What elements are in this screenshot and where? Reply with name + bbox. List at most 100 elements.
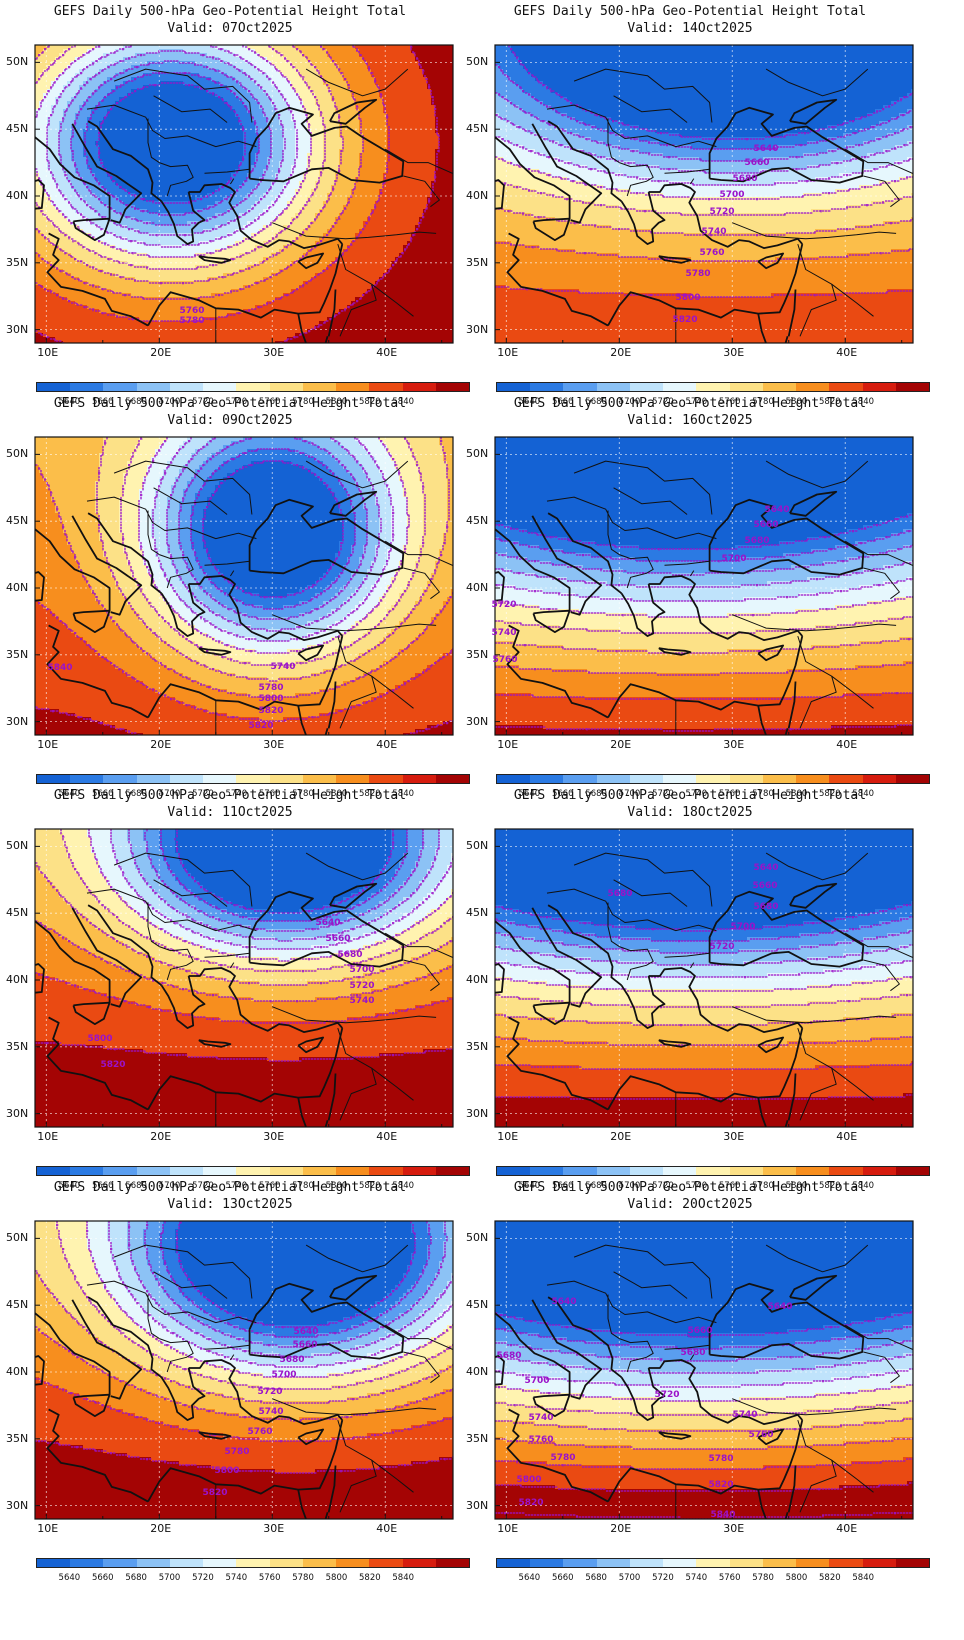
- height-cell: [271, 149, 276, 154]
- height-cell: [43, 201, 48, 206]
- height-cell: [443, 113, 448, 118]
- height-cell: [311, 101, 316, 106]
- height-cell: [199, 93, 204, 98]
- height-cell: [403, 129, 408, 134]
- height-cell: [447, 137, 452, 142]
- height-cell: [343, 117, 348, 122]
- height-cell: [111, 129, 116, 134]
- height-cell: [235, 181, 240, 186]
- height-cell: [207, 145, 212, 150]
- height-cell: [419, 225, 424, 230]
- height-cell: [315, 145, 320, 150]
- height-cell: [127, 101, 132, 106]
- height-cell: [363, 73, 368, 78]
- height-cell: [119, 53, 124, 58]
- height-cell: [195, 97, 200, 102]
- height-cell: [131, 213, 136, 218]
- height-cell: [431, 89, 436, 94]
- height-cell: [231, 97, 236, 102]
- height-cell: [311, 109, 316, 114]
- height-cell: [195, 165, 200, 170]
- height-cell: [75, 81, 80, 86]
- height-cell: [331, 153, 336, 158]
- height-cell: [403, 49, 408, 54]
- height-cell: [235, 129, 240, 134]
- height-cell: [111, 157, 116, 162]
- height-cell: [111, 81, 116, 86]
- height-cell: [87, 173, 92, 178]
- height-cell: [287, 117, 292, 122]
- height-cell: [227, 81, 232, 86]
- height-cell: [283, 85, 288, 90]
- height-cell: [239, 109, 244, 114]
- height-cell: [283, 217, 288, 222]
- height-cell: [331, 65, 336, 70]
- height-cell: [123, 89, 128, 94]
- height-cell: [67, 197, 72, 202]
- height-cell: [395, 185, 400, 190]
- height-cell: [99, 137, 104, 142]
- height-cell: [63, 205, 68, 210]
- height-cell: [103, 57, 108, 62]
- height-cell: [447, 173, 452, 178]
- height-cell: [187, 153, 192, 158]
- height-cell: [287, 149, 292, 154]
- height-cell: [127, 209, 132, 214]
- height-cell: [407, 161, 412, 166]
- height-cell: [223, 69, 228, 74]
- height-cell: [139, 149, 144, 154]
- height-cell: [259, 113, 264, 118]
- height-cell: [51, 185, 56, 190]
- height-cell: [199, 233, 204, 238]
- height-cell: [291, 137, 296, 142]
- height-cell: [343, 221, 348, 226]
- height-cell: [447, 69, 452, 74]
- height-cell: [219, 153, 224, 158]
- height-cell: [327, 113, 332, 118]
- height-cell: [287, 161, 292, 166]
- height-cell: [335, 49, 340, 54]
- height-cell: [211, 129, 216, 134]
- height-cell: [87, 225, 92, 230]
- height-cell: [187, 105, 192, 110]
- height-cell: [227, 137, 232, 142]
- height-cell: [251, 173, 256, 178]
- height-cell: [379, 165, 384, 170]
- height-cell: [207, 113, 212, 118]
- height-cell: [287, 169, 292, 174]
- height-cell: [287, 189, 292, 194]
- height-cell: [139, 77, 144, 82]
- height-cell: [311, 105, 316, 110]
- height-cell: [387, 93, 392, 98]
- height-cell: [375, 129, 380, 134]
- height-cell: [343, 145, 348, 150]
- height-cell: [271, 225, 276, 230]
- height-cell: [67, 117, 72, 122]
- height-cell: [323, 229, 328, 234]
- height-cell: [243, 205, 248, 210]
- height-cell: [375, 53, 380, 58]
- height-cell: [255, 73, 260, 78]
- height-cell: [271, 213, 276, 218]
- height-cell: [443, 193, 448, 198]
- height-cell: [391, 225, 396, 230]
- height-cell: [227, 53, 232, 58]
- height-cell: [371, 165, 376, 170]
- height-cell: [235, 133, 240, 138]
- height-cell: [391, 89, 396, 94]
- height-cell: [363, 161, 368, 166]
- height-cell: [403, 137, 408, 142]
- height-cell: [283, 153, 288, 158]
- height-cell: [447, 45, 452, 50]
- height-cell: [399, 201, 404, 206]
- height-cell: [267, 105, 272, 110]
- height-cell: [215, 221, 220, 226]
- height-cell: [215, 65, 220, 70]
- height-cell: [263, 85, 268, 90]
- height-cell: [75, 197, 80, 202]
- height-cell: [431, 141, 436, 146]
- height-cell: [83, 105, 88, 110]
- height-cell: [87, 229, 92, 234]
- height-cell: [399, 129, 404, 134]
- height-cell: [423, 121, 428, 126]
